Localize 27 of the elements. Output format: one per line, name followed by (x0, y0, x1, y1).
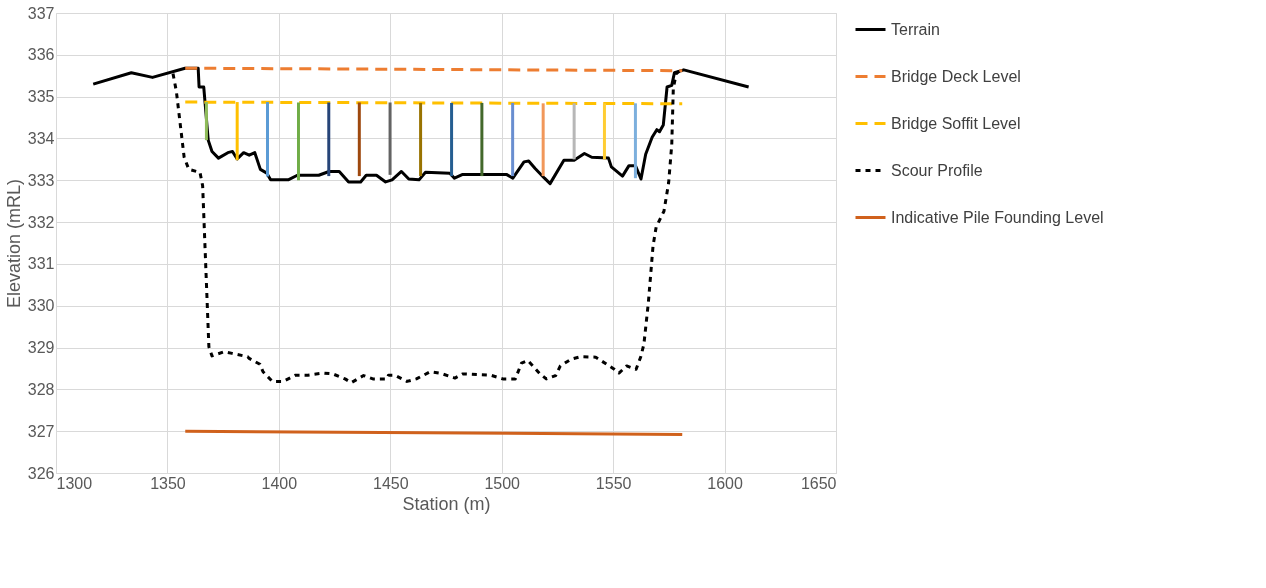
x-tick-label: 1350 (150, 474, 186, 492)
x-tick-label: 1450 (372, 474, 409, 492)
y-tick-label: 335 (27, 88, 55, 106)
y-tick-label: 328 (27, 380, 55, 398)
x-tick-label: 1400 (261, 474, 298, 492)
y-tick-label: 337 (27, 4, 55, 22)
y-tick-label: 334 (27, 129, 55, 147)
y-axis-title: Elevation (mRL) (3, 178, 24, 309)
y-tick-label: 326 (27, 464, 55, 482)
x-tick-label: 1550 (595, 474, 632, 492)
x-tick-label: 1650 (800, 474, 837, 492)
legend-label: Bridge Soffit Level (891, 114, 1021, 132)
y-tick-label: 330 (27, 297, 55, 315)
y-tick-label: 329 (27, 339, 55, 357)
y-tick-label: 327 (27, 422, 55, 440)
x-tick-label: 1500 (484, 474, 521, 492)
legend-label: Scour Profile (891, 161, 983, 179)
legend-label: Indicative Pile Founding Level (891, 208, 1104, 226)
legend-label: Bridge Deck Level (891, 67, 1021, 85)
x-tick-label: 1600 (707, 474, 743, 492)
legend-label: Terrain (891, 20, 940, 38)
x-tick-label: 1300 (56, 474, 93, 492)
y-tick-label: 331 (27, 255, 55, 273)
y-tick-label: 332 (27, 213, 55, 231)
y-tick-label: 336 (27, 46, 55, 64)
x-axis-title: Station (m) (402, 493, 491, 514)
y-tick-label: 333 (27, 171, 55, 189)
